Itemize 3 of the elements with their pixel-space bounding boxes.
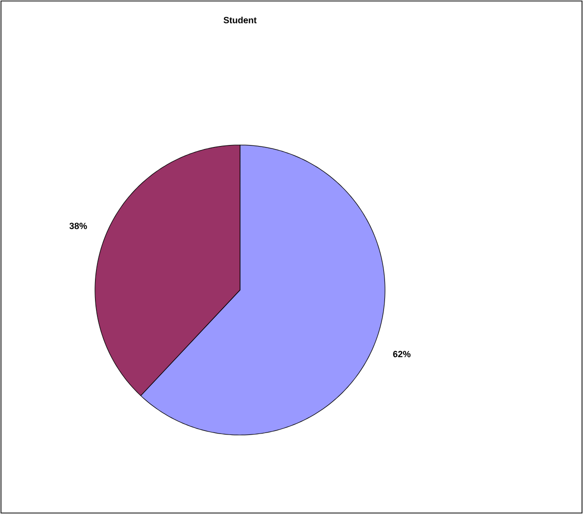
chart-title: Student [224, 16, 257, 24]
data-label: 38% [69, 222, 87, 230]
data-label: 62% [393, 350, 411, 358]
